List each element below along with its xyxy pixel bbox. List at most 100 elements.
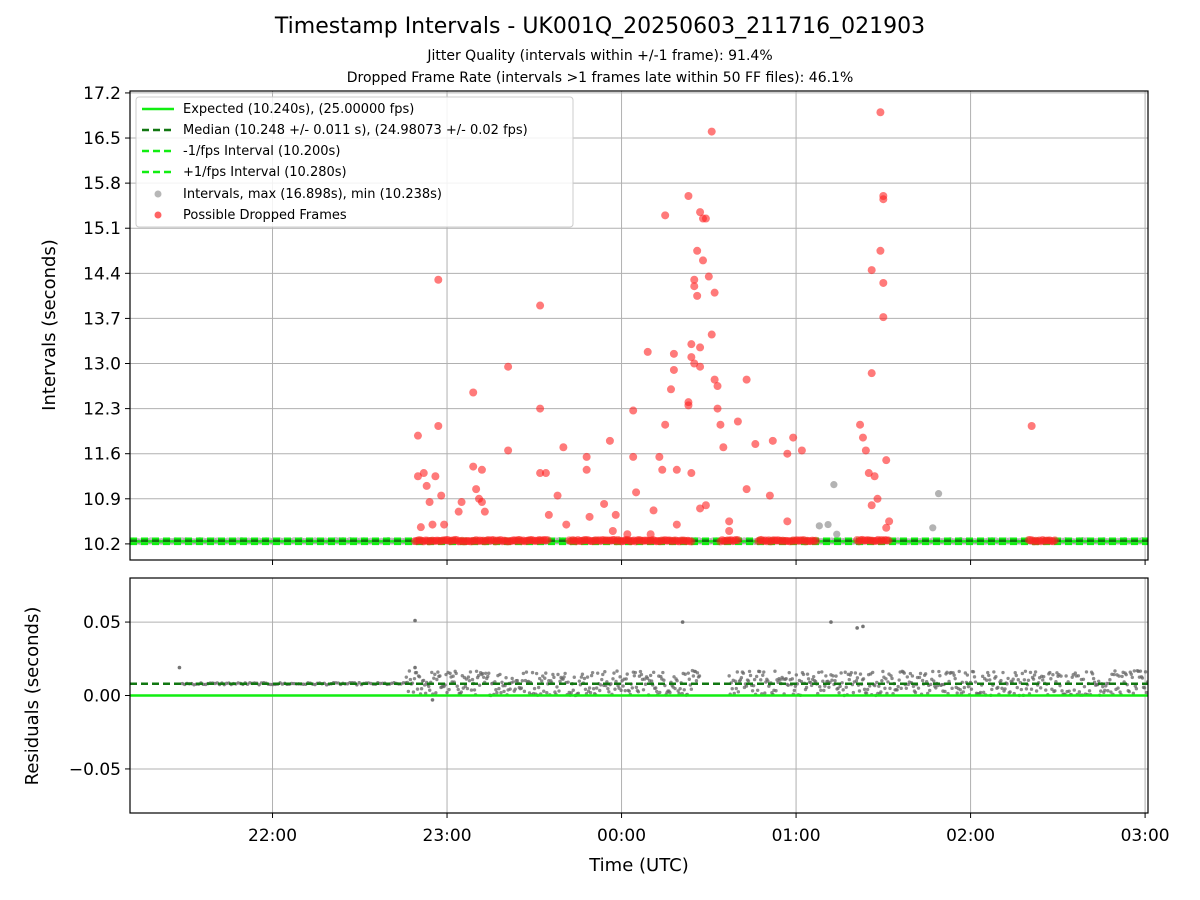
residual-point [412, 676, 417, 681]
residual-point [793, 684, 798, 688]
legend-intervals-swatch [154, 190, 162, 198]
residual-point [934, 686, 938, 690]
residual-point [536, 685, 541, 690]
residual-point [1001, 670, 1005, 675]
residual-point [614, 679, 618, 684]
y-tick-label: 17.2 [83, 84, 121, 104]
dropped-frame-point [879, 195, 888, 204]
residual-point [824, 674, 828, 678]
residual-point [613, 687, 617, 691]
residual-point [943, 689, 947, 694]
dropped-frame-point [428, 520, 437, 529]
residual-point [423, 691, 428, 695]
dropped-frame-point [437, 491, 446, 500]
x-tick-label: 02:00 [946, 826, 995, 846]
residual-point [920, 678, 925, 683]
residual-point [1118, 690, 1122, 694]
residual-point [445, 690, 449, 695]
residual-point [537, 676, 542, 681]
residual-point [1016, 678, 1020, 682]
dropped-frame-point [469, 462, 478, 471]
dropped-frame-point [768, 436, 777, 445]
residual-point [678, 686, 682, 691]
dropped-frame-point [693, 291, 702, 300]
residual-point [621, 684, 625, 688]
residual-point [1108, 678, 1112, 682]
residual-point [1138, 669, 1143, 673]
residual-point [1028, 670, 1033, 675]
dropped-frame-point [742, 375, 751, 384]
residual-point [861, 677, 866, 681]
residual-point [792, 688, 797, 693]
residual-point [973, 680, 978, 684]
residual-point [434, 691, 438, 695]
residual-point [465, 686, 470, 691]
y-tick-label: 15.1 [83, 219, 121, 239]
residual-point [1034, 689, 1039, 693]
residual-point [840, 681, 844, 685]
residual-point [963, 671, 968, 675]
residual-point [839, 671, 843, 675]
residual-point [917, 675, 922, 680]
residual-point [854, 679, 859, 683]
residual-point [1049, 677, 1053, 681]
residual-point [411, 690, 416, 694]
interval-point [833, 530, 841, 538]
residual-point [511, 680, 515, 684]
residuals-series [177, 618, 1148, 702]
residual-point [435, 677, 439, 682]
dropped-frame-point [413, 431, 422, 440]
residual-point [555, 685, 559, 689]
residual-point [1120, 674, 1124, 679]
dropped-frame-point [696, 504, 705, 513]
residual-point [417, 675, 422, 679]
residual-point [1099, 689, 1103, 693]
interval-point [934, 490, 943, 498]
residual-point [476, 673, 481, 678]
residual-point [481, 675, 486, 679]
residual-point [908, 671, 913, 676]
dropped-frame-point [733, 536, 742, 545]
residual-point [988, 678, 992, 682]
residual-point [668, 690, 672, 695]
dropped-frame-point [655, 452, 664, 461]
residual-point [761, 673, 765, 677]
residual-point [890, 676, 894, 681]
residual-point [1064, 674, 1068, 678]
residual-point [755, 688, 760, 692]
dropped-frame-point [858, 433, 867, 442]
residual-point [750, 689, 755, 693]
residual-point [759, 678, 763, 682]
residual-point [980, 674, 985, 679]
dropped-frame-point [1050, 536, 1059, 545]
residual-point [618, 675, 622, 679]
residual-point [1048, 670, 1052, 675]
y-tick-label: 10.2 [83, 535, 121, 555]
dropped-frame-point [861, 446, 870, 455]
residual-point [801, 672, 806, 677]
residual-point [1019, 687, 1024, 692]
residual-point [639, 672, 644, 677]
dropped-frame-point [672, 465, 681, 474]
dropped-frame-point [413, 472, 422, 481]
dropped-frame-rate-subtitle: Dropped Frame Rate (intervals >1 frames … [346, 70, 854, 86]
residual-point [786, 683, 790, 687]
residual-point [617, 686, 621, 690]
dropped-frame-point [701, 501, 710, 510]
residual-point [557, 689, 561, 693]
residual-point [607, 690, 611, 694]
residual-point [902, 671, 906, 675]
residual-point [1029, 687, 1034, 691]
residual-point [642, 677, 647, 681]
dropped-frame-point [434, 422, 443, 430]
dropped-frame-point [440, 520, 449, 529]
residual-point [601, 672, 605, 677]
residual-point [456, 687, 460, 692]
residual-point [1006, 676, 1010, 681]
residual-point [645, 676, 650, 681]
residuals-axes: −0.05 0.00 0.05 22:00 23:00 00:00 01:00 02:00 03… [69, 577, 1170, 846]
dropped-frame-point [713, 404, 722, 413]
dropped-frame-point [882, 456, 891, 465]
page-title: Timestamp Intervals - UK001Q_20250603_21… [274, 14, 926, 39]
residual-point [447, 687, 451, 692]
